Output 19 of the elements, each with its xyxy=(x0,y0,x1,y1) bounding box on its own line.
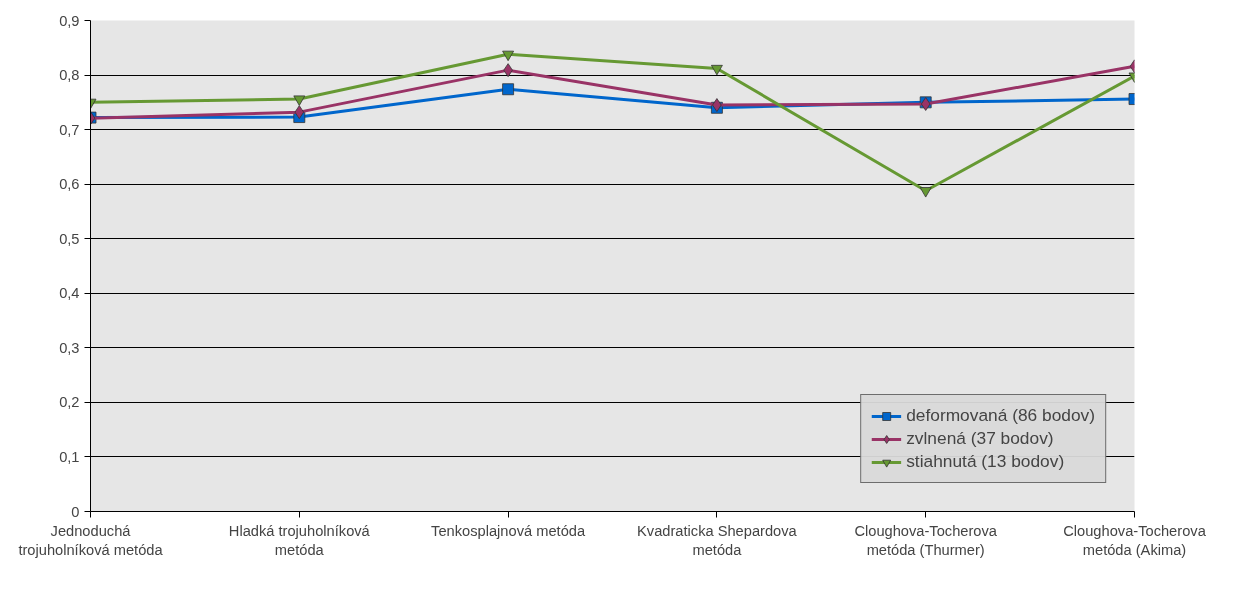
y-tick-label: 0,7 xyxy=(59,121,80,138)
legend-label: zvlnená (37 bodov) xyxy=(906,428,1054,449)
y-tick-label: 0,6 xyxy=(59,176,80,193)
x-tick-label: Kvadraticka Shepardova metóda xyxy=(637,522,798,558)
y-tick-label: 0 xyxy=(71,503,80,520)
x-tick-label: Jednoduchá trojuholníková metóda xyxy=(18,522,164,558)
x-tick-label: Hladká trojuholníková metóda xyxy=(228,522,371,558)
x-tick-label: Cloughova-Tocherova metóda (Thurmer) xyxy=(854,522,998,558)
y-tick-label: 0,8 xyxy=(59,67,80,84)
y-tick-label: 0,2 xyxy=(59,394,80,411)
y-tick-label: 0,4 xyxy=(59,285,80,302)
y-tick-label: 0,1 xyxy=(59,448,80,465)
legend-label: stiahnutá (13 bodov) xyxy=(906,451,1065,472)
x-tick-label: Cloughova-Tocherova metóda (Akima) xyxy=(1063,522,1207,558)
x-tick-label: Tenkosplajnová metóda xyxy=(431,522,586,539)
y-tick-label: 0,5 xyxy=(59,230,80,247)
legend-label: deformovaná (86 bodov) xyxy=(906,405,1095,426)
y-tick-label: 0,3 xyxy=(59,339,80,356)
y-tick-label: 0,9 xyxy=(59,12,80,29)
